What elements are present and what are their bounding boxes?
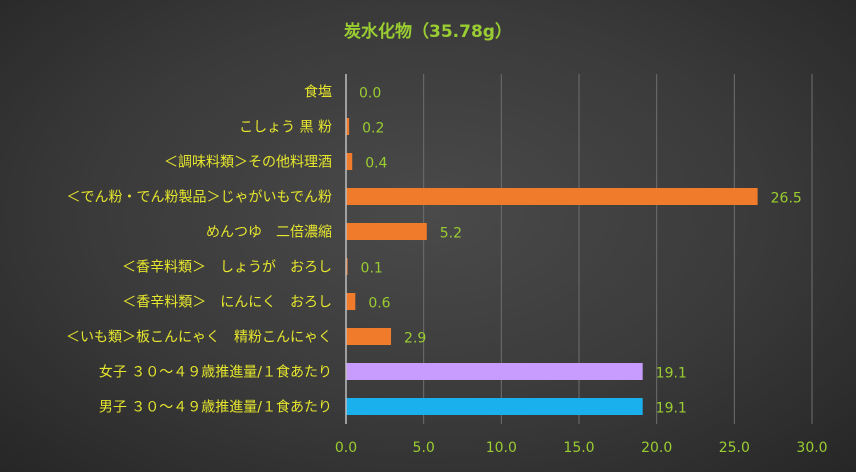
- value-label: 19.1: [656, 401, 687, 417]
- category-label: 女子 ３０～４９歳推進量/１食あたり: [99, 364, 332, 381]
- bar: [346, 153, 353, 170]
- x-tick-label: 5.0: [413, 440, 435, 456]
- bars: [346, 118, 758, 415]
- bar: [346, 293, 356, 310]
- category-label: 食塩: [304, 84, 332, 101]
- value-label: 0.1: [361, 261, 383, 277]
- x-tick-label: 20.0: [641, 440, 672, 456]
- bar: [346, 398, 643, 415]
- bar: [346, 258, 348, 275]
- category-label: 男子 ３０～４９歳推進量/１食あたり: [99, 399, 332, 416]
- x-tick-label: 30.0: [796, 440, 827, 456]
- value-labels: 0.0 0.2 0.4 26.5 5.2 0.1 0.6 2.9 19.1 19.1: [359, 86, 802, 417]
- chart-title: 炭水化物（35.78g）: [344, 21, 512, 42]
- bar: [346, 118, 350, 135]
- bar: [346, 328, 392, 345]
- value-label: 0.0: [359, 86, 381, 102]
- value-label: 19.1: [656, 366, 687, 382]
- value-label: 0.6: [368, 296, 390, 312]
- category-label: ＜いも類＞板こんにゃく 精粉こんにゃく: [66, 330, 332, 346]
- x-tick-label: 25.0: [719, 440, 750, 456]
- category-label: めんつゆ 二倍濃縮: [206, 225, 332, 241]
- value-label: 2.9: [404, 331, 426, 347]
- x-tick-label: 0.0: [335, 440, 357, 456]
- category-label: ＜でん粉・でん粉製品＞じゃがいもでん粉: [67, 190, 332, 206]
- category-label: ＜香辛料類＞ しょうが おろし: [122, 260, 332, 276]
- category-label: こしょう 黒 粉: [239, 120, 332, 136]
- x-tick-labels: 0.0 5.0 10.0 15.0 20.0 25.0 30.0: [335, 440, 828, 456]
- x-tick-label: 10.0: [486, 440, 517, 456]
- category-label: ＜調味料類＞その他料理酒: [164, 155, 332, 171]
- bar: [346, 363, 643, 380]
- value-label: 0.2: [362, 121, 384, 137]
- value-label: 0.4: [365, 156, 387, 172]
- x-tick-label: 15.0: [563, 440, 594, 456]
- value-label: 5.2: [440, 226, 462, 242]
- bar: [346, 223, 427, 240]
- bar: [346, 188, 758, 205]
- category-label: ＜香辛料類＞ にんにく おろし: [122, 295, 332, 311]
- value-label: 26.5: [771, 191, 802, 207]
